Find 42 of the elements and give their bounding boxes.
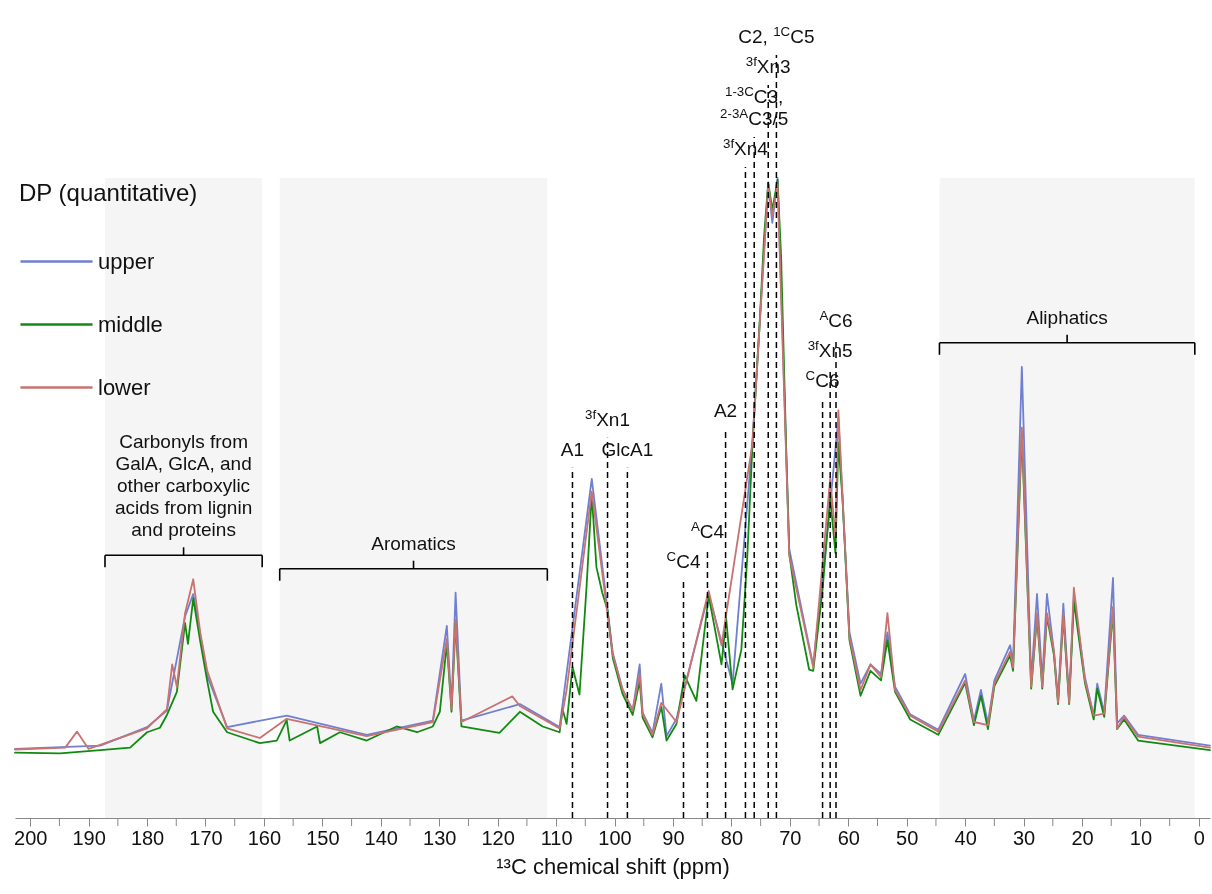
x-axis-title: ¹³C chemical shift (ppm): [496, 853, 730, 879]
x-tick-label: 190: [72, 826, 106, 849]
legend-label: upper: [98, 248, 155, 274]
legend-label: lower: [98, 374, 151, 400]
x-tick-label: 140: [364, 826, 398, 849]
ref-line-label: A1: [560, 438, 585, 460]
x-tick-label: 20: [1071, 826, 1094, 849]
x-tick-label: 60: [837, 826, 860, 849]
x-tick-label: 150: [306, 826, 340, 849]
x-tick-label: 110: [540, 826, 573, 849]
x-tick-label: 40: [954, 826, 977, 849]
x-tick-label: 170: [189, 826, 223, 849]
ref-line-label: $^{A}$C6: [819, 307, 853, 332]
ref-line-label: $^{3f}$Xn3: [745, 53, 791, 77]
x-tick-label: 180: [130, 826, 165, 849]
band-label: Aliphatics: [1026, 306, 1108, 328]
ref-line-label: $^{C}$C6: [805, 367, 840, 392]
band-label: Carbonyls from GalA, GlcA, and other carboxylic acids from lignin and proteins: [114, 431, 253, 541]
ref-line-label: A2: [713, 400, 738, 422]
ref-line-label: $^{3f}$Xn4: [722, 135, 769, 159]
x-tick-label: 90: [662, 826, 685, 849]
x-tick-label: 160: [247, 826, 282, 849]
x-tick-label: 120: [481, 826, 515, 849]
x-tick-label: 10: [1129, 826, 1153, 849]
legend-label: middle: [98, 311, 163, 337]
ref-line-label: $^{3f}$Xn1: [585, 406, 630, 430]
x-tick-label: 0: [1193, 826, 1205, 849]
x-tick-label: 30: [1012, 826, 1036, 849]
x-tick-label: 80: [720, 826, 744, 849]
ref-line-label: $^{3f}$Xn5: [807, 337, 853, 362]
x-tick-label: 50: [896, 826, 919, 849]
legend-title: DP (quantitative): [19, 179, 198, 206]
x-tick-label: 200: [14, 826, 48, 849]
x-tick-label: 100: [598, 826, 632, 849]
ref-line-label: $^{1-3C}$C3, $^{2-3A}$C3/5: [720, 83, 789, 129]
band-label: Aromatics: [371, 532, 456, 554]
ref-line-label: C2, $^{1C}$C5: [738, 23, 815, 47]
x-tick-label: 130: [423, 826, 457, 849]
ref-line-label: $^{C}$C4: [666, 548, 701, 572]
x-tick-label: 70: [779, 826, 802, 849]
ref-line-label: $^{A}$C4: [690, 518, 725, 542]
ref-line-label: GlcA1: [601, 438, 654, 460]
